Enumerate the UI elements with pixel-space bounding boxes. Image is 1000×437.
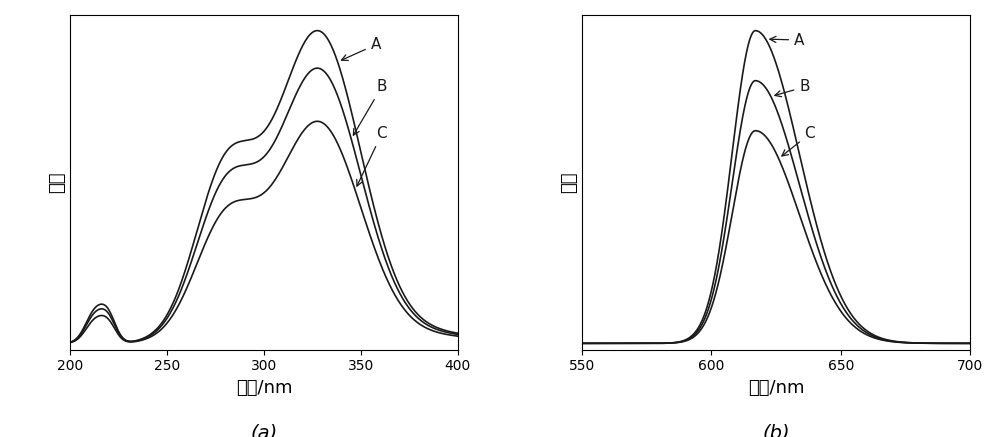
Y-axis label: 强度: 强度 [48, 172, 66, 193]
Text: A: A [770, 32, 805, 48]
Text: (a): (a) [250, 423, 278, 437]
Text: B: B [775, 80, 810, 97]
Y-axis label: 强度: 强度 [560, 172, 578, 193]
Text: C: C [357, 126, 387, 186]
X-axis label: 波长/nm: 波长/nm [748, 379, 804, 397]
Text: C: C [782, 126, 815, 156]
Text: (b): (b) [762, 423, 790, 437]
X-axis label: 波长/nm: 波长/nm [236, 379, 292, 397]
Text: A: A [341, 37, 381, 60]
Text: B: B [353, 80, 387, 135]
